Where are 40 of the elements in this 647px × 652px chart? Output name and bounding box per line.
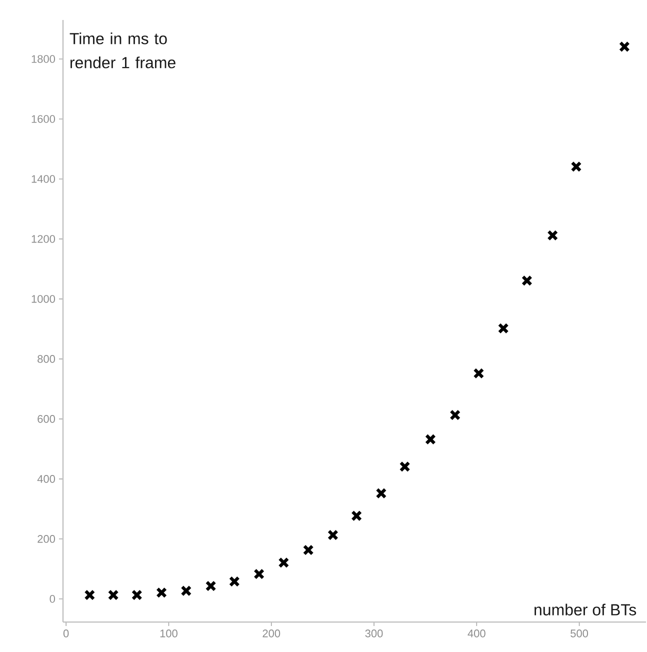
point bbox=[547, 230, 558, 241]
y-tick-label: 1800 bbox=[32, 55, 56, 63]
point bbox=[570, 161, 582, 172]
x-tick-label: 200 bbox=[262, 630, 280, 638]
point bbox=[254, 568, 265, 580]
point bbox=[108, 590, 119, 600]
y-axis-title: Time in ms to render 1 frame bbox=[70, 32, 176, 68]
point bbox=[619, 41, 630, 52]
point bbox=[229, 576, 240, 587]
y-tick-label: 400 bbox=[38, 475, 56, 483]
point bbox=[498, 322, 510, 334]
x-tick-label: 0 bbox=[64, 630, 69, 638]
y-tick-label: 1600 bbox=[32, 115, 56, 123]
point bbox=[425, 434, 436, 445]
point bbox=[132, 590, 143, 600]
y-tick-label: 800 bbox=[38, 355, 56, 363]
x-tick-label: 400 bbox=[468, 630, 486, 638]
x-tick-label: 500 bbox=[570, 630, 588, 638]
y-tick-label: 1200 bbox=[32, 235, 56, 243]
x-tick-label: 300 bbox=[365, 630, 383, 638]
point bbox=[351, 510, 362, 522]
point bbox=[473, 368, 484, 379]
point bbox=[206, 580, 216, 592]
y-tick-label: 1000 bbox=[32, 295, 56, 303]
x-tick-label: 100 bbox=[160, 630, 178, 638]
point bbox=[450, 410, 461, 421]
y-tick-label: 0 bbox=[50, 595, 56, 603]
point bbox=[400, 461, 410, 472]
point bbox=[180, 585, 192, 596]
y-tick-label: 1400 bbox=[32, 175, 56, 183]
point bbox=[328, 530, 339, 541]
point bbox=[522, 275, 533, 286]
point bbox=[376, 488, 387, 499]
point bbox=[84, 590, 96, 600]
point bbox=[303, 544, 314, 556]
point bbox=[278, 557, 290, 568]
point bbox=[156, 587, 168, 598]
y-tick-label: 600 bbox=[38, 415, 56, 423]
x-axis-title: number of BTs bbox=[534, 604, 636, 616]
y-tick-label: 200 bbox=[38, 535, 56, 543]
